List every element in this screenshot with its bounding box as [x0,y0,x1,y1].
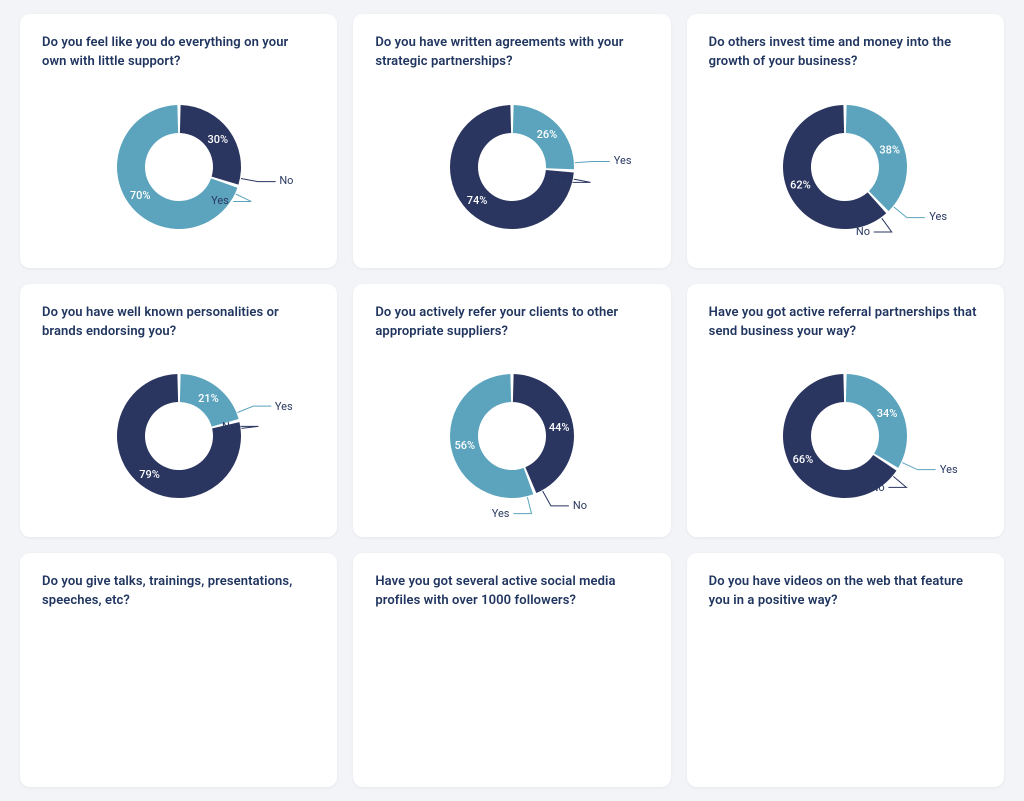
pct-yes: 26% [537,128,558,141]
card-title: Do you actively refer your clients to ot… [375,304,648,342]
pct-no: 66% [793,453,814,466]
label-no: No [222,420,236,433]
card-title: Do you have well known personalities or … [42,304,315,342]
leader-line [241,178,276,181]
card-title: Do you have videos on the web that featu… [709,573,982,611]
label-yes: Yes [211,194,229,207]
label-yes: Yes [492,507,510,520]
donut-chart: Yes No 34% 66% [709,351,982,521]
leader-line [543,491,569,506]
slice-yes [846,374,907,468]
pct-yes: 38% [880,143,901,156]
label-no: No [871,481,885,494]
pct-no: 74% [467,194,488,207]
leader-line [240,427,258,429]
pct-yes: 56% [455,439,476,452]
leader-line [889,477,907,488]
label-no: No [554,175,568,188]
pct-yes: 34% [877,407,898,420]
leader-line [233,194,251,201]
label-no: No [856,225,870,238]
label-yes: Yes [275,400,293,413]
chart-card: Do you actively refer your clients to ot… [353,284,670,538]
leader-line [513,497,531,513]
chart-card: Do you have written agreements with your… [353,14,670,268]
leader-line [575,161,610,162]
card-title: Do others invest time and money into the… [709,34,982,72]
label-yes: Yes [614,154,632,167]
leader-line [902,463,935,470]
chart-card: Do you have videos on the web that featu… [687,553,1004,787]
label-yes: Yes [940,463,958,476]
card-title: Do you have written agreements with your… [375,34,648,72]
donut-chart: Yes No 38% 62% [709,82,982,252]
pct-no: 44% [549,421,570,434]
pct-yes: 70% [130,189,151,202]
chart-card: Do you have well known personalities or … [20,284,337,538]
label-no: No [279,174,293,187]
leader-line [237,407,271,413]
leader-line [894,207,925,218]
card-title: Do you give talks, trainings, presentati… [42,573,315,611]
donut-chart: Yes No 26% 74% [375,82,648,252]
pct-no: 30% [207,132,228,145]
label-no: No [573,499,587,512]
chart-card: Do you give talks, trainings, presentati… [20,553,337,787]
card-title: Do you feel like you do everything on yo… [42,34,315,72]
slice-yes [846,105,907,211]
chart-card: Do others invest time and money into the… [687,14,1004,268]
card-title: Have you got active referral partnership… [709,304,982,342]
chart-card: Have you got several active social media… [353,553,670,787]
donut-chart: No Yes 30% 70% [42,82,315,252]
card-title: Have you got several active social media… [375,573,648,611]
pct-yes: 21% [198,392,219,405]
leader-line [572,179,590,182]
chart-card: Have you got active referral partnership… [687,284,1004,538]
chart-grid: Do you feel like you do everything on yo… [0,0,1024,801]
donut-chart: Yes No 21% 79% [42,351,315,521]
pct-no: 79% [139,468,160,481]
chart-card: Do you feel like you do everything on yo… [20,14,337,268]
label-yes: Yes [929,210,947,223]
pct-no: 62% [790,178,811,191]
donut-chart: No Yes 44% 56% [375,351,648,521]
